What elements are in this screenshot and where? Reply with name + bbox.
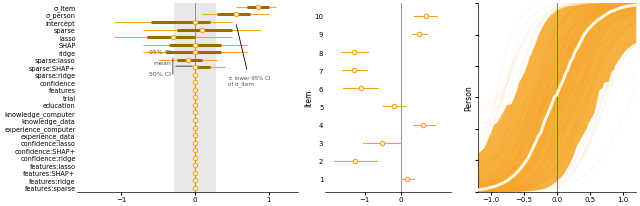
Text: ± lower 95% CI
of σ_item: ± lower 95% CI of σ_item [228, 26, 271, 87]
Text: 50% CI: 50% CI [149, 72, 172, 77]
Text: 95% CI: 95% CI [149, 50, 172, 55]
Y-axis label: Person: Person [465, 85, 474, 111]
Y-axis label: Item: Item [304, 89, 313, 107]
Text: mean: mean [154, 61, 172, 66]
Bar [174, 4, 216, 192]
